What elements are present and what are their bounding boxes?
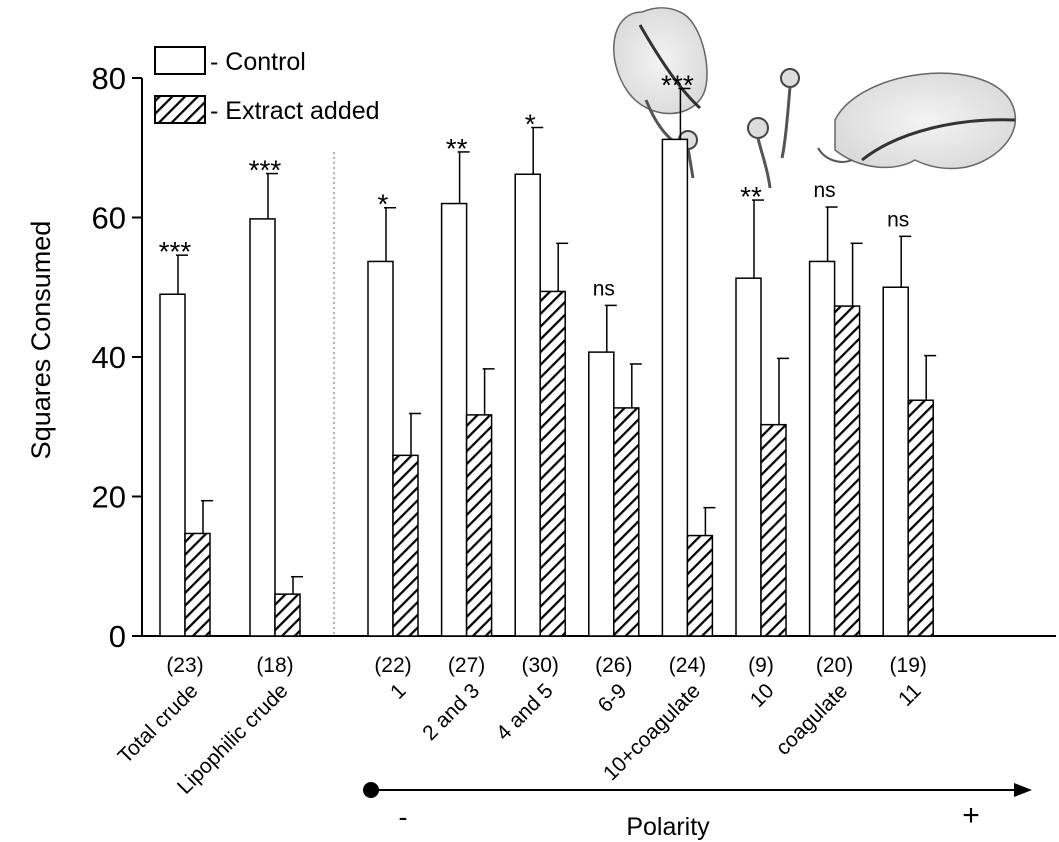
bar-control (661, 138, 689, 637)
sample-size-label: (22) (374, 654, 411, 677)
significance-label: * (378, 189, 389, 220)
category-label: 4 and 5 (492, 679, 558, 745)
legend-label-extract: - Extract added (210, 97, 380, 125)
bar-extract (539, 290, 566, 637)
flytrap-illustration-left (613, 7, 800, 189)
bar-control (367, 260, 394, 637)
sample-size-label: (30) (522, 654, 559, 677)
bar-control (882, 286, 909, 637)
sample-size-label: (19) (890, 654, 927, 677)
y-axis-label: Squares Consumed (26, 221, 56, 460)
bar-extract (686, 534, 714, 637)
sample-size-label: (9) (748, 654, 774, 677)
category-label: 1 (386, 679, 411, 704)
category-label: 10 (746, 679, 779, 712)
bar-extract (833, 305, 861, 637)
bar-extract (274, 593, 301, 637)
y-tick-label: 20 (92, 480, 126, 515)
sample-size-label: (24) (669, 654, 706, 677)
bar-extract (613, 407, 640, 637)
sample-size-label: (27) (448, 654, 485, 677)
significance-label: ns (887, 208, 909, 231)
significance-label: *** (159, 236, 192, 267)
y-tick-label: 80 (92, 61, 126, 96)
sample-size-label: (18) (256, 654, 293, 677)
bar-control (588, 351, 615, 637)
y-tick-label: 60 (92, 201, 126, 236)
category-label: 11 (894, 679, 926, 711)
bar-control (514, 173, 541, 637)
bar-extract (760, 423, 787, 637)
bar-control (440, 202, 468, 637)
significance-label: *** (249, 155, 282, 186)
bar-control (249, 218, 276, 637)
sample-size-label: (26) (595, 654, 632, 677)
significance-label: ns (593, 277, 615, 300)
legend: - Control - Extract added (154, 46, 380, 125)
polarity-minus: - (399, 802, 408, 832)
y-tick-label: 0 (109, 619, 126, 654)
category-label: 2 and 3 (418, 679, 484, 745)
legend-label-control: - Control (210, 48, 306, 76)
significance-label: * (525, 109, 536, 140)
bar-extract (184, 532, 211, 637)
polarity-plus: + (962, 799, 980, 832)
polarity-axis: - Polarity + (363, 782, 1032, 841)
sample-size-label: (20) (816, 654, 853, 677)
category-label: 6-9 (594, 679, 632, 717)
bar-extract (465, 414, 493, 637)
polarity-label: Polarity (626, 813, 710, 841)
category-label: Total crude (114, 679, 203, 768)
significance-label: *** (661, 69, 694, 100)
category-label: coagulate (771, 679, 852, 760)
polarity-arrow-head (1014, 783, 1032, 797)
significance-label: ** (740, 181, 762, 212)
bar-control (808, 260, 836, 637)
legend-swatch-control (154, 46, 206, 75)
bar-control (735, 277, 762, 637)
bar-extract (907, 399, 934, 637)
sample-size-label: (23) (166, 654, 203, 677)
bar-extract (392, 454, 419, 637)
bars (159, 87, 937, 637)
flytrap-illustration-right (817, 72, 1017, 170)
significance-label: ** (446, 133, 468, 164)
legend-swatch-extract (154, 95, 206, 124)
bar-control (159, 293, 186, 637)
significance-label: ns (814, 179, 836, 202)
y-tick-label: 40 (92, 340, 126, 375)
